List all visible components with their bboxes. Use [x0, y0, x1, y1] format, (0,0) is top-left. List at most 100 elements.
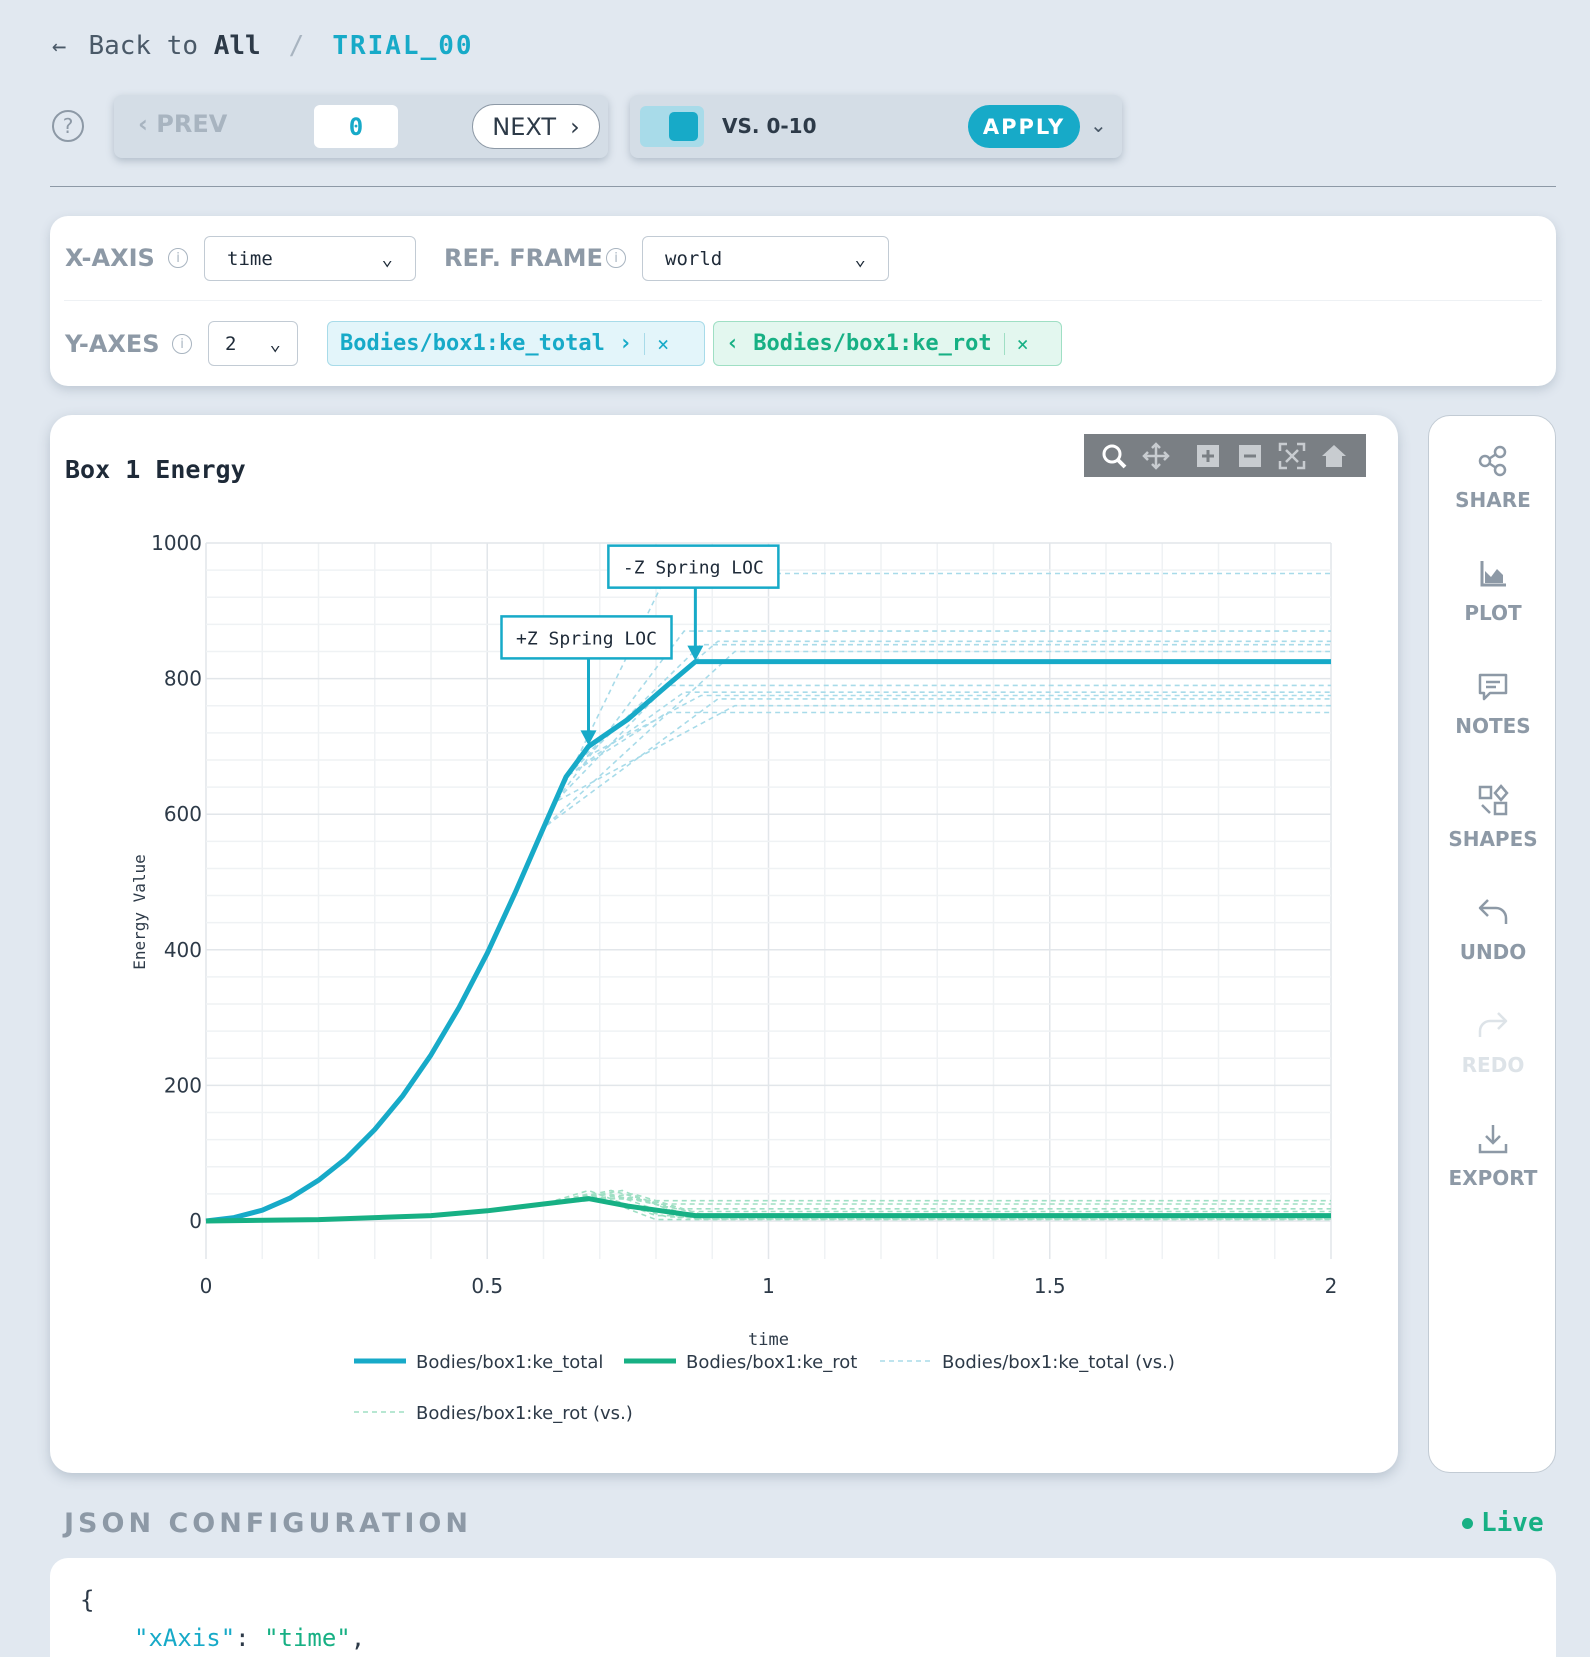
live-label: Live — [1481, 1508, 1544, 1538]
home-icon[interactable] — [1318, 440, 1350, 472]
notes-label: NOTES — [1455, 714, 1531, 738]
ref-frame-select[interactable]: world ⌄ — [642, 236, 889, 281]
export-label: EXPORT — [1448, 1166, 1538, 1190]
json-line: "xAxis": "time", — [134, 1624, 365, 1652]
shapes-label: SHAPES — [1448, 827, 1538, 851]
plot-title: Box 1 Energy — [65, 455, 246, 484]
back-to-all-link[interactable]: Back to All — [88, 31, 260, 61]
arrow-left-icon[interactable]: ← — [52, 32, 67, 60]
divider — [50, 186, 1556, 187]
zoom-icon[interactable] — [1098, 440, 1130, 472]
x-tick-label: 0 — [200, 1274, 213, 1298]
undo-icon — [1478, 899, 1508, 924]
next-label: NEXT — [492, 112, 557, 141]
share-icon — [1478, 445, 1507, 477]
close-icon[interactable]: × — [1016, 331, 1029, 356]
annotation: +Z Spring LOC — [500, 615, 673, 746]
card-divider — [64, 300, 1542, 301]
current-trial: TRIAL_00 — [332, 31, 474, 61]
close-icon[interactable]: × — [657, 331, 670, 356]
x-axis-value: time — [227, 247, 273, 270]
chevron-left-icon: ‹ — [138, 110, 148, 138]
line-chart[interactable]: 0 0.5 1 1.5 2 0 200 400 600 800 1000 time Energy Val… — [50, 415, 1398, 1473]
chip-divider — [1003, 332, 1005, 355]
y-axis-chip-rot[interactable]: ‹ Bodies/box1:ke_rot × — [713, 321, 1062, 366]
chip-label: Bodies/box1:ke_total — [340, 331, 605, 356]
compare-toggle[interactable] — [640, 106, 704, 147]
prev-button[interactable]: ‹ PREV — [138, 110, 227, 138]
json-config-heading: JSON CONFIGURATION — [64, 1508, 472, 1539]
x-axis-info-icon[interactable]: i — [168, 248, 188, 268]
chevron-down-icon: ⌄ — [269, 332, 281, 355]
y-tick-label: 1000 — [151, 531, 202, 555]
side-toolbar: SHARE PLOT NOTES SHAPES UNDO REDO EXPORT — [1428, 415, 1556, 1473]
undo-button[interactable]: UNDO — [1429, 896, 1557, 964]
plot-icon — [1480, 561, 1506, 587]
redo-button[interactable]: REDO — [1429, 1009, 1557, 1077]
legend-item: Bodies/box1:ke_total — [354, 1352, 603, 1373]
json-comma: , — [350, 1624, 366, 1652]
chevron-down-icon[interactable]: ⌄ — [1090, 113, 1107, 137]
shapes-button[interactable]: SHAPES — [1429, 783, 1557, 851]
prev-label: PREV — [156, 110, 228, 138]
compare-group: VS. 0-10 APPLY ⌄ — [630, 95, 1122, 158]
x-tick-label: 1.5 — [1034, 1274, 1066, 1298]
y-axis-title: Energy Value — [130, 854, 149, 970]
plot-button[interactable]: PLOT — [1429, 557, 1557, 625]
share-button[interactable]: SHARE — [1429, 444, 1557, 512]
notes-icon — [1478, 673, 1508, 701]
annotation-arrowhead — [687, 645, 704, 661]
next-button[interactable]: NEXT › — [472, 104, 600, 149]
redo-label: REDO — [1461, 1053, 1525, 1077]
chevron-left-icon[interactable]: ‹ — [726, 331, 740, 356]
breadcrumb-separator: / — [288, 31, 305, 61]
chevron-down-icon: ⌄ — [381, 247, 393, 270]
redo-icon — [1478, 1012, 1508, 1037]
ke-rot-series-line — [205, 1196, 1331, 1224]
x-tick-label: 1 — [762, 1274, 775, 1298]
back-prefix: Back to — [88, 31, 199, 61]
annotation-label: +Z Spring LOC — [516, 628, 657, 649]
y-axes-count-select[interactable]: 2 ⌄ — [208, 321, 298, 366]
vs-rot-series-line — [205, 1189, 1331, 1222]
trial-index-input[interactable]: 0 — [314, 105, 398, 148]
legend-label: Bodies/box1:ke_total — [416, 1352, 603, 1373]
legend-label: Bodies/box1:ke_rot (vs.) — [416, 1403, 633, 1424]
json-editor[interactable]: { "xAxis": "time", — [50, 1558, 1556, 1657]
apply-button[interactable]: APPLY — [968, 105, 1080, 148]
x-axis-select[interactable]: time ⌄ — [204, 236, 416, 281]
json-value: "time" — [264, 1624, 351, 1652]
legend-item: Bodies/box1:ke_rot (vs.) — [354, 1403, 633, 1424]
axis-config-card: X-AXIS i time ⌄ REF. FRAME i world ⌄ Y-A… — [50, 216, 1556, 386]
y-axis-chip-total[interactable]: Bodies/box1:ke_total › × — [327, 321, 705, 366]
chevron-right-icon[interactable]: › — [618, 331, 633, 356]
ref-frame-info-icon[interactable]: i — [606, 248, 626, 268]
annotation-label: -Z Spring LOC — [623, 558, 764, 579]
zoom-in-icon[interactable] — [1192, 440, 1224, 472]
notes-button[interactable]: NOTES — [1429, 670, 1557, 738]
legend-item: Bodies/box1:ke_rot — [624, 1352, 857, 1373]
y-axes-info-icon[interactable]: i — [172, 334, 192, 354]
zoom-out-icon[interactable] — [1234, 440, 1266, 472]
live-dot-icon — [1462, 1517, 1473, 1529]
legend-label: Bodies/box1:ke_rot — [686, 1352, 857, 1373]
export-icon — [1478, 1125, 1508, 1154]
legend-label: Bodies/box1:ke_total (vs.) — [942, 1352, 1175, 1373]
chevron-right-icon: › — [570, 112, 580, 141]
y-tick-label: 0 — [189, 1209, 202, 1233]
x-axis-label: X-AXIS — [65, 244, 155, 272]
ke-total-series-line — [205, 659, 1331, 1224]
plot-modebar — [1084, 434, 1366, 477]
plot-label: PLOT — [1464, 601, 1522, 625]
help-icon[interactable]: ? — [52, 110, 84, 142]
y-tick-label: 800 — [164, 667, 202, 691]
pan-icon[interactable] — [1140, 440, 1172, 472]
y-tick-label: 400 — [164, 938, 202, 962]
autoscale-icon[interactable] — [1276, 440, 1308, 472]
live-status: Live — [1462, 1508, 1544, 1538]
toggle-knob — [669, 112, 698, 141]
legend-item: Bodies/box1:ke_total (vs.) — [880, 1352, 1175, 1373]
export-button[interactable]: EXPORT — [1429, 1122, 1557, 1190]
x-tick-label: 2 — [1325, 1274, 1338, 1298]
compare-label: VS. 0-10 — [722, 114, 817, 138]
